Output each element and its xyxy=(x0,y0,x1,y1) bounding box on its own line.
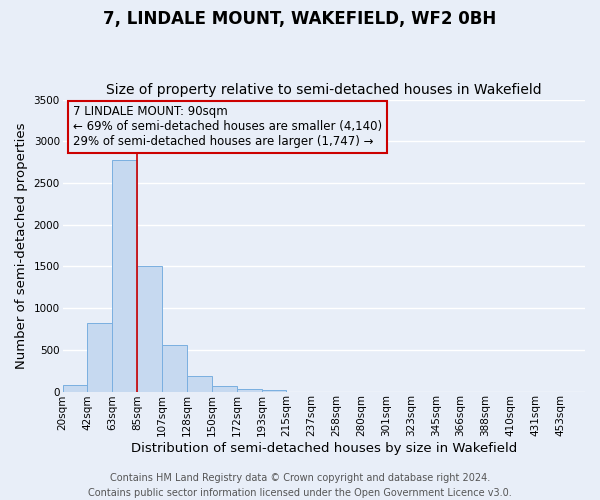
Bar xyxy=(212,386,237,392)
Text: 7 LINDALE MOUNT: 90sqm
← 69% of semi-detached houses are smaller (4,140)
29% of : 7 LINDALE MOUNT: 90sqm ← 69% of semi-det… xyxy=(73,106,382,148)
Bar xyxy=(112,160,137,392)
Bar xyxy=(237,388,262,392)
Bar xyxy=(62,386,88,392)
Bar xyxy=(137,266,162,392)
Y-axis label: Number of semi-detached properties: Number of semi-detached properties xyxy=(15,122,28,369)
Bar xyxy=(88,323,112,392)
Text: Contains HM Land Registry data © Crown copyright and database right 2024.
Contai: Contains HM Land Registry data © Crown c… xyxy=(88,472,512,498)
Text: 7, LINDALE MOUNT, WAKEFIELD, WF2 0BH: 7, LINDALE MOUNT, WAKEFIELD, WF2 0BH xyxy=(103,10,497,28)
Title: Size of property relative to semi-detached houses in Wakefield: Size of property relative to semi-detach… xyxy=(106,83,542,97)
X-axis label: Distribution of semi-detached houses by size in Wakefield: Distribution of semi-detached houses by … xyxy=(131,442,517,455)
Bar xyxy=(262,390,286,392)
Bar xyxy=(187,376,212,392)
Bar xyxy=(162,345,187,392)
